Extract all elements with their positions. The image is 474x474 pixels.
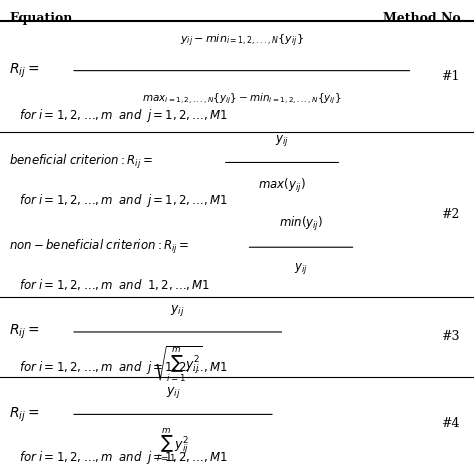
Text: Equation: Equation [9,12,73,25]
Text: $for\; i=1,2,\ldots,m\;\; and \;\; j=1,2,\ldots,M1$: $for\; i=1,2,\ldots,m\;\; and \;\; j=1,2… [19,449,228,466]
Text: $for\; i=1,2,\ldots,m\;\; and \;\; j=1,2,\ldots,M1$: $for\; i=1,2,\ldots,m\;\; and \;\; j=1,2… [19,191,228,209]
Text: $max\left(y_{ij}\right)$: $max\left(y_{ij}\right)$ [258,177,306,195]
Text: $R_{ij}=$: $R_{ij}=$ [9,62,40,80]
Text: $for\; i=1,2,\ldots,m\;\; and \;\; j=1,2,\ldots,M1$: $for\; i=1,2,\ldots,m\;\; and \;\; j=1,2… [19,359,228,376]
Text: $R_{ij}=$: $R_{ij}=$ [9,405,40,424]
Text: $beneficial\;criterion: R_{ij}=$: $beneficial\;criterion: R_{ij}=$ [9,154,153,172]
Text: $min\left(y_{ij}\right)$: $min\left(y_{ij}\right)$ [279,215,323,233]
Text: $\sum_{i=1}^{m}y_{ij}^{2}$: $\sum_{i=1}^{m}y_{ij}^{2}$ [156,426,190,464]
Text: Method No.: Method No. [383,12,465,25]
Text: $non-beneficial\;criterion: R_{ij}=$: $non-beneficial\;criterion: R_{ij}=$ [9,238,190,256]
Text: #4: #4 [441,417,460,430]
Text: $y_{ij}$: $y_{ij}$ [171,303,185,318]
Text: $\sqrt{\sum_{i=1}^{m}y_{ij}^{2}}$: $\sqrt{\sum_{i=1}^{m}y_{ij}^{2}}$ [153,344,203,383]
Text: $y_{ij}$: $y_{ij}$ [275,133,289,148]
Text: $for\; i=1,2,\ldots,m\;\; and \;\; j=1,2,\ldots,M1$: $for\; i=1,2,\ldots,m\;\; and \;\; j=1,2… [19,107,228,124]
Text: $max_{i=1,2,...,N}\left\{y_{ij}\right\}-min_{i=1,2,...,N}\left\{y_{ij}\right\}$: $max_{i=1,2,...,N}\left\{y_{ij}\right\}-… [142,92,341,106]
Text: #3: #3 [441,330,460,343]
Text: #2: #2 [441,208,460,221]
Text: $y_{ij}$: $y_{ij}$ [294,261,308,276]
Text: $R_{ij}=$: $R_{ij}=$ [9,323,40,341]
Text: $y_{ij}-min_{i=1,2,...,N}\left\{y_{ij}\right\}$: $y_{ij}-min_{i=1,2,...,N}\left\{y_{ij}\r… [180,33,304,49]
Text: #1: #1 [441,70,460,83]
Text: $y_{ij}$: $y_{ij}$ [166,385,180,400]
Text: $for\; i=1,2,\ldots,m\;\; and \;\; 1,2,\ldots,M1$: $for\; i=1,2,\ldots,m\;\; and \;\; 1,2,\… [19,277,210,292]
